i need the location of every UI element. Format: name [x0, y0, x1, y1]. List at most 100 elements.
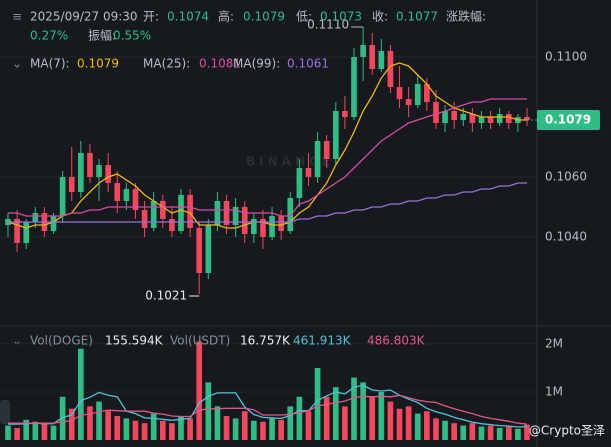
candle-body	[323, 141, 330, 159]
candle-body	[232, 207, 239, 225]
volume-bar	[442, 420, 448, 440]
y-tick-label: 0.1100	[545, 50, 587, 64]
volume-bar	[178, 415, 184, 440]
candle-body	[460, 114, 467, 120]
volume-bar	[260, 421, 266, 440]
volume-bar	[524, 424, 530, 440]
candle-body	[505, 114, 512, 123]
candle-body	[487, 117, 494, 123]
candle-body	[205, 225, 212, 273]
volume-bar	[114, 415, 121, 440]
candle-body	[150, 201, 157, 228]
volume-bar	[223, 415, 230, 440]
volume-bar	[205, 382, 212, 440]
legend-name: Vol(DOGE)	[30, 334, 93, 348]
volume-bar	[451, 423, 457, 440]
volume-bar	[460, 425, 467, 440]
header-value: 0.1079	[243, 10, 285, 24]
candle-body	[496, 114, 503, 123]
candle-body	[396, 87, 403, 99]
volume-bar	[387, 401, 394, 440]
collapse-icon[interactable]: ⌄	[12, 57, 22, 71]
legend-value: 461.913K	[293, 334, 352, 348]
legend-name: MA(99):	[233, 57, 280, 71]
watermark: BINANCE	[246, 155, 334, 169]
legend-value: 155.594K	[105, 334, 164, 348]
scroll-button[interactable]	[0, 400, 10, 424]
y-tick-label: 0.1060	[545, 170, 587, 184]
menu-icon[interactable]: ≡	[12, 10, 22, 24]
candle-body	[123, 189, 130, 201]
candle-body	[32, 213, 39, 222]
candle-body	[360, 45, 366, 57]
volume-ma-line	[8, 394, 528, 425]
volume-bar	[68, 408, 75, 440]
legend-name: Vol(USDT)	[170, 334, 230, 348]
volume-bar	[314, 367, 321, 440]
candle-body	[305, 168, 312, 177]
header-value: 0.55%	[113, 29, 151, 43]
header-label: 收:	[372, 10, 388, 24]
ma-line	[8, 182, 527, 223]
header-value: 0.1073	[320, 10, 362, 24]
volume-ma-line	[8, 384, 528, 428]
candle-body	[351, 57, 357, 117]
volume-bar	[351, 377, 357, 440]
volume-bar	[87, 406, 93, 440]
candle-body	[159, 201, 166, 219]
volume-bar	[496, 427, 503, 440]
volume-bar	[332, 387, 339, 440]
candle-body	[269, 216, 275, 237]
volume-bar	[105, 411, 111, 440]
last-price-label: 0.1079	[545, 113, 591, 127]
candle-body	[50, 216, 57, 231]
volume-bar	[251, 420, 257, 440]
volume-bar	[424, 411, 430, 440]
volume-bar	[505, 426, 512, 440]
candle-body	[96, 165, 102, 177]
ma-line	[8, 98, 527, 217]
volume-bar	[123, 418, 130, 440]
candle-body	[23, 222, 30, 243]
volume-bar	[287, 406, 294, 440]
volume-bar	[59, 396, 66, 440]
candle-body	[378, 51, 385, 69]
candle-body	[287, 198, 294, 231]
volume-bar	[96, 401, 102, 440]
volume-bar	[187, 418, 193, 440]
candle-body	[169, 219, 175, 231]
legend-value: 0.1079	[77, 57, 119, 71]
legend-value: 0.1061	[287, 57, 329, 71]
legend-name: MA(25):	[143, 57, 190, 71]
volume-bar	[132, 420, 139, 440]
candle-body	[478, 117, 485, 123]
candle-body	[105, 165, 111, 183]
low-annotation: 0.1021	[145, 289, 187, 303]
collapse-icon[interactable]: ⌄	[12, 334, 22, 348]
candle-body	[251, 219, 257, 234]
volume-bar	[396, 408, 403, 440]
volume-bar	[296, 396, 303, 440]
volume-bar	[478, 426, 485, 440]
ma-line	[7, 62, 527, 229]
volume-bar	[360, 382, 366, 440]
candle-body	[524, 117, 530, 120]
candle-body	[451, 111, 457, 120]
header-label: 高:	[218, 9, 234, 24]
volume-bar	[32, 421, 39, 440]
y-tick-label: 1M	[545, 384, 563, 398]
candle-body	[78, 153, 84, 192]
candle-body	[68, 177, 75, 192]
header-label: 涨跌幅:	[446, 9, 486, 24]
volume-bar	[169, 423, 175, 440]
candle-body	[223, 201, 230, 225]
legend-value: 486.803K	[367, 334, 426, 348]
volume-bar	[405, 406, 412, 440]
high-annotation: 0.1110	[307, 18, 349, 32]
volume-bar	[78, 348, 84, 440]
header-label: 开:	[143, 10, 159, 24]
last-price-tag	[537, 110, 600, 130]
volume-bar	[214, 406, 221, 440]
volume-bar	[369, 396, 376, 440]
